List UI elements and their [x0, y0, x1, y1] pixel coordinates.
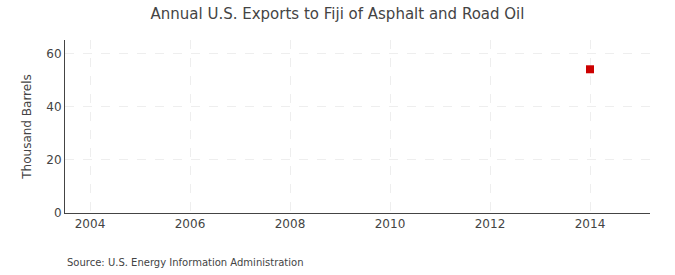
svg-text:Annual U.S. Exports to Fiji of: Annual U.S. Exports to Fiji of Asphalt a…: [151, 5, 525, 23]
svg-text:40: 40: [46, 100, 61, 114]
svg-text:2010: 2010: [375, 217, 406, 231]
svg-text:0: 0: [54, 206, 62, 220]
svg-text:Thousand Barrels: Thousand Barrels: [20, 74, 34, 179]
svg-text:2004: 2004: [75, 217, 106, 231]
svg-text:2006: 2006: [175, 217, 206, 231]
svg-text:20: 20: [46, 153, 61, 167]
svg-text:60: 60: [46, 47, 61, 61]
svg-text:Source: U.S. Energy Informatio: Source: U.S. Energy Information Administ…: [67, 257, 304, 268]
svg-text:2012: 2012: [475, 217, 506, 231]
svg-text:2014: 2014: [575, 217, 606, 231]
svg-text:2008: 2008: [275, 217, 306, 231]
